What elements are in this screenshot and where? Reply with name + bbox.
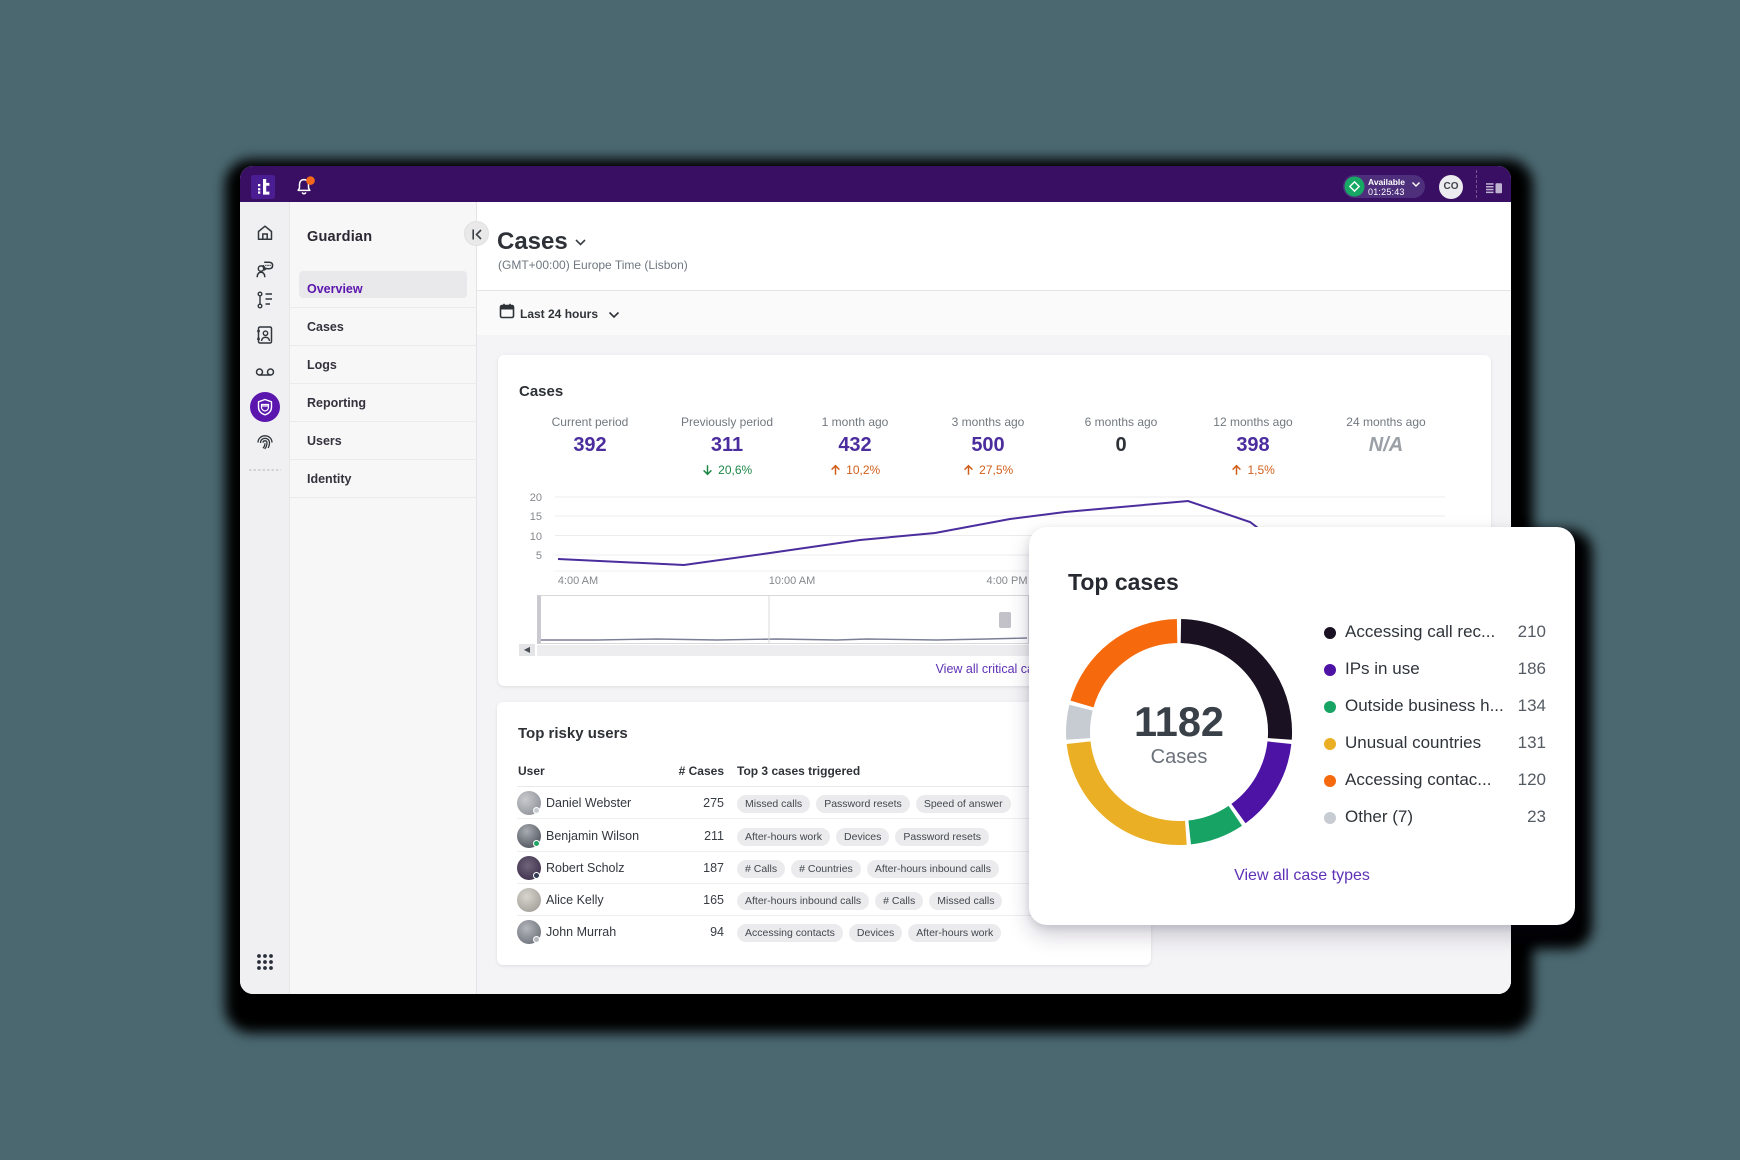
svg-text:20: 20: [530, 492, 542, 504]
svg-text:10:00 AM: 10:00 AM: [769, 575, 815, 587]
svg-text:5: 5: [536, 550, 542, 562]
svg-text:4:00 PM: 4:00 PM: [987, 575, 1028, 587]
svg-text:4:00 AM: 4:00 AM: [558, 575, 598, 587]
svg-text:15: 15: [530, 511, 542, 523]
svg-text:10: 10: [530, 531, 542, 543]
